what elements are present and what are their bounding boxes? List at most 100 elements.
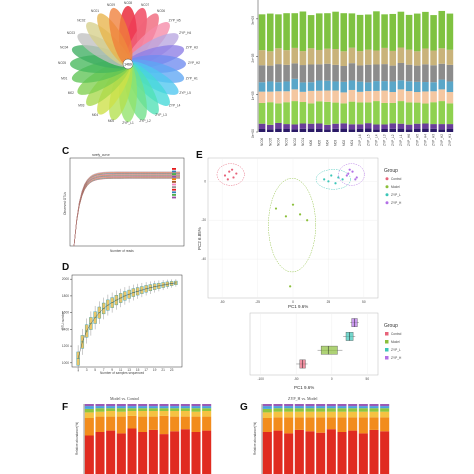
venn-petal-label: ZYP_H3: [186, 45, 198, 49]
stacked-top-segment: [275, 128, 282, 132]
stacked-top-segment: [258, 50, 266, 66]
pc1-boxplot-panel: PC1 9.6% Group -100 -50 0 50 Control Model ZYP…: [249, 312, 402, 390]
rarefaction-legend-swatch: [172, 183, 176, 186]
stacked-top-sample-label: ZYP_L1: [399, 134, 403, 146]
stacked-top-segment: [438, 89, 446, 102]
stacked-bar-f-panel: Model vs. Control Relative abundance(%): [75, 396, 212, 474]
stacked-bar-top: 0e+00 1e+05 2e+05 3e+05 NC06 NC05 NC04 NC03 NC02…: [251, 0, 454, 146]
stacked-top-segment: [397, 80, 405, 90]
stacked-segment: [95, 411, 105, 417]
pca-point: [330, 174, 333, 177]
pc1-legend-swatch: [385, 332, 389, 336]
venn-petal-label: NC07: [141, 3, 149, 7]
pca-xlabel: PC1 9.6%: [288, 304, 308, 309]
stacked-segment: [294, 406, 304, 409]
stacked-top-segment: [275, 91, 282, 104]
stacked-segment: [273, 430, 283, 474]
stacked-segment: [180, 404, 190, 407]
stacked-top-segment: [438, 129, 446, 132]
pca-group-ellipse: [216, 163, 245, 186]
rarefaction-frame: [69, 157, 185, 247]
pca-point: [289, 285, 292, 288]
stacked-top-segment: [364, 91, 372, 103]
venn-petal-label: ZYP_L4: [169, 103, 181, 107]
rarefaction-series-line: [73, 174, 180, 247]
stacked-top-segment: [389, 92, 397, 103]
stacked-top-segment: [324, 129, 331, 132]
stacked-segment: [116, 416, 126, 434]
stacked-top-ytick-label: 0e+00: [251, 129, 255, 138]
stacked-top-segment: [258, 102, 266, 124]
stacked-segment: [180, 411, 190, 417]
stacked-segment: [369, 429, 379, 474]
stacked-top-segment: [266, 81, 274, 92]
stacked-top-ytick-label: 2e+05: [251, 53, 255, 62]
stacked-segment: [159, 411, 169, 416]
stacked-top-segment: [413, 123, 421, 129]
stacked-top-segment: [340, 128, 348, 132]
pca-legend-swatch: [385, 193, 389, 197]
stacked-segment: [380, 431, 390, 474]
pca-legend-label: Model: [391, 185, 400, 189]
stacked-segment: [273, 406, 283, 409]
stacked-top-segment: [299, 91, 307, 103]
stacked-top-segment: [373, 50, 380, 65]
pca-ytick-label: -40: [201, 257, 206, 261]
stacked-top-sample-label: M03: [334, 140, 338, 146]
stacked-top-segment: [348, 13, 356, 48]
venn-petal-label: M03: [78, 103, 84, 107]
rarefaction-legend-swatch: [172, 194, 176, 196]
pca-point: [223, 174, 227, 177]
stacked-segment: [95, 432, 105, 474]
pca-point: [235, 172, 238, 175]
stacked-segment: [148, 406, 158, 409]
pca-point: [341, 178, 344, 181]
rarefaction-series-line: [73, 174, 180, 247]
stacked-top-segment: [340, 92, 348, 104]
stacked-top-segment: [283, 91, 290, 103]
stacked-top-segment: [430, 128, 437, 132]
stacked-top-segment: [422, 82, 429, 92]
stacked-top-segment: [405, 64, 413, 82]
stacked-top-segment: [275, 14, 282, 49]
stacked-segment: [180, 429, 190, 474]
accumulation-xtick-label: 3: [86, 368, 88, 372]
stacked-segment: [316, 406, 326, 409]
stacked-segment: [337, 408, 347, 412]
pca-legend-label: Control: [391, 177, 402, 181]
stacked-top-segment: [446, 92, 454, 104]
stacked-top-segment: [266, 129, 274, 132]
stacked-top-segment: [397, 101, 405, 124]
stacked-top-segment: [307, 64, 315, 83]
stacked-segment: [262, 404, 272, 407]
rarefaction-series-line: [73, 175, 180, 247]
stacked-top-segment: [356, 124, 364, 129]
venn-petal-label: ZYP_H5: [169, 19, 181, 23]
stacked-top-segment: [381, 14, 388, 48]
stacked-top-segment: [446, 103, 454, 125]
stacked-top-segment: [397, 11, 405, 48]
pca-point: [274, 207, 278, 210]
pca-point: [306, 219, 309, 222]
stacked-top-segment: [438, 63, 446, 80]
stacked-top-segment: [413, 13, 421, 52]
pca-xtick-label: -50: [220, 300, 225, 304]
stacked-top-sample-label: ZYP_H4: [423, 134, 427, 146]
stacked-top-segment: [373, 64, 380, 82]
stacked-top-segment: [413, 51, 421, 66]
stacked-top-sample-label: NC03: [285, 138, 289, 146]
stacked-top-segment: [356, 102, 364, 125]
stacked-top-segment: [389, 123, 397, 129]
stacked-top-segment: [299, 51, 307, 66]
venn-flower: NC08 NC07 NC06 ZYP_H5 ZYP_H4 ZYP_H3 ZYP_H2 ZYP_…: [58, 1, 200, 125]
stacked-top-segment: [258, 65, 266, 83]
stacked-top-segment: [299, 11, 307, 52]
rarefaction-legend-swatch: [172, 188, 176, 191]
stacked-top-segment: [324, 13, 331, 49]
accumulation-xtick-label: 21: [161, 368, 165, 372]
pca-xtick-label: 25: [327, 300, 331, 304]
panel-label-f: F: [62, 402, 68, 413]
stacked-top-segment: [307, 82, 315, 91]
stacked-top-sample-label: M01: [350, 140, 354, 146]
accumulation-xtick-label: 19: [153, 368, 157, 372]
